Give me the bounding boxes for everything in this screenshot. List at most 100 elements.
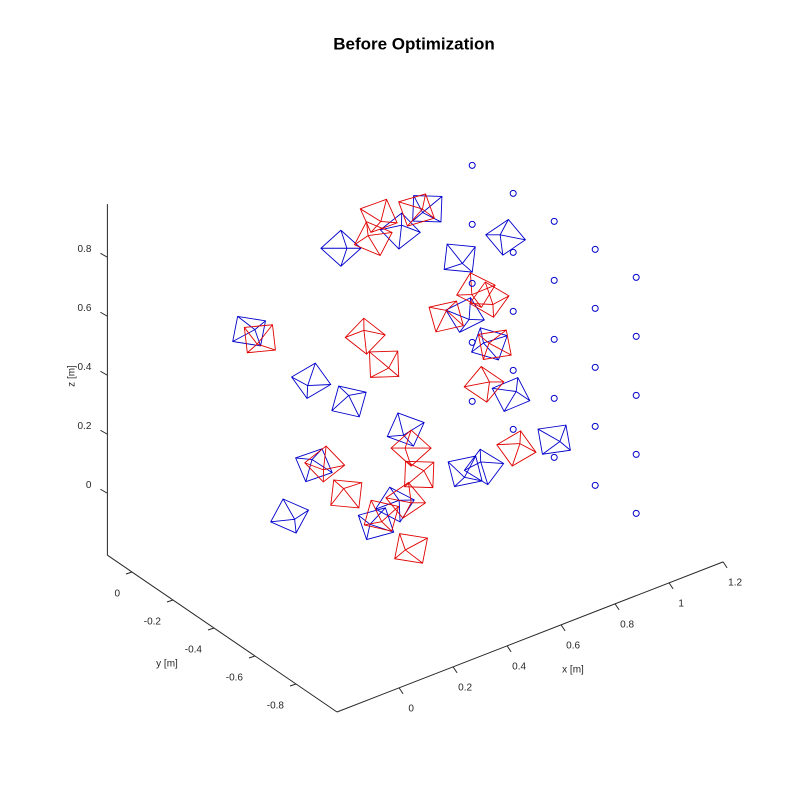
z-tick-label: 0.4: [77, 362, 91, 373]
x-tick-label: 0.2: [458, 682, 472, 693]
camera: [353, 221, 393, 257]
camera: [304, 445, 346, 483]
y-tick-label: -0.4: [185, 645, 203, 656]
camera: [243, 324, 276, 354]
camera: [447, 455, 483, 488]
y-axis-label: y [m]: [156, 659, 178, 670]
camera: [374, 486, 415, 523]
x-tick: [722, 561, 728, 569]
camera: [369, 350, 400, 378]
landmark: [468, 220, 476, 228]
landmark: [550, 394, 558, 402]
z-tick: [100, 488, 108, 494]
landmark: [550, 217, 558, 225]
x-tick: [668, 582, 674, 590]
x-tick-label: 0: [408, 703, 414, 714]
x-axis-label: x [m]: [562, 665, 584, 676]
z-tick-label: 0.2: [77, 421, 91, 432]
camera: [385, 481, 427, 519]
x-tick: [452, 666, 458, 674]
y-tick-label: 0: [114, 589, 120, 600]
landmark: [591, 422, 599, 430]
landmark: [509, 307, 517, 315]
camera: [363, 499, 400, 532]
camera: [443, 243, 476, 273]
z-tick-label: 0.6: [77, 303, 91, 314]
x-tick: [506, 645, 512, 653]
camera: [344, 317, 386, 355]
landmark: [468, 397, 476, 405]
camera: [330, 479, 363, 509]
y-tick: [207, 627, 215, 631]
z-tick: [100, 370, 108, 376]
camera: [404, 460, 435, 489]
z-axis-label: z [m]: [67, 365, 78, 387]
camera: [390, 429, 432, 467]
camera: [463, 365, 505, 403]
camera: [331, 385, 367, 418]
camera: [290, 362, 332, 399]
camera: [470, 327, 508, 361]
camera: [496, 430, 537, 467]
z-tick: [100, 429, 108, 435]
x-tick: [614, 603, 620, 611]
x-tick: [560, 624, 566, 632]
x-tick-label: 0.6: [566, 640, 580, 651]
x-tick-label: 0.8: [620, 619, 634, 630]
landmark: [591, 363, 599, 371]
camera: [469, 281, 510, 318]
camera: [412, 195, 443, 223]
landmark: [509, 425, 517, 433]
landmark: [591, 304, 599, 312]
camera: [357, 507, 395, 541]
y-tick: [166, 599, 174, 603]
camera: [477, 329, 512, 361]
landmark: [509, 189, 517, 197]
landmark: [550, 335, 558, 343]
y-tick: [289, 683, 297, 687]
x-tick-label: 1.2: [728, 577, 742, 588]
camera: [232, 315, 267, 347]
camera: [485, 218, 527, 256]
landmark: [632, 450, 640, 458]
x-tick: [398, 687, 404, 695]
z-tick: [100, 311, 108, 317]
y-tick-label: -0.2: [144, 617, 162, 628]
y-tick-label: -0.8: [267, 701, 285, 712]
camera: [386, 412, 425, 447]
z-tick: [100, 252, 108, 258]
landmark: [632, 273, 640, 281]
camera: [295, 448, 333, 483]
y-tick: [248, 655, 256, 659]
camera: [428, 300, 464, 333]
camera: [359, 198, 398, 233]
camera: [456, 272, 496, 309]
landmark: [632, 509, 640, 517]
landmark: [468, 279, 476, 287]
y-axis: [107, 554, 338, 713]
z-tick-label: 0.8: [77, 244, 91, 255]
landmark: [550, 276, 558, 284]
landmark: [632, 332, 640, 340]
landmark: [468, 161, 476, 169]
landmark: [509, 366, 517, 374]
camera: [491, 377, 531, 412]
x-tick-label: 0.4: [512, 661, 526, 672]
chart-title: Before Optimization: [333, 34, 495, 53]
camera: [379, 212, 421, 250]
landmark: [632, 391, 640, 399]
landmark: [591, 245, 599, 253]
y-tick: [125, 571, 133, 575]
z-tick-label: 0: [86, 480, 92, 491]
camera: [463, 448, 505, 486]
camera: [320, 229, 362, 267]
landmark: [591, 481, 599, 489]
y-tick-label: -0.6: [226, 673, 244, 684]
camera: [394, 533, 429, 564]
x-tick-label: 1: [678, 598, 684, 609]
landmark: [468, 338, 476, 346]
landmark: [509, 248, 517, 256]
camera: [270, 498, 310, 534]
x-axis: [336, 561, 724, 713]
